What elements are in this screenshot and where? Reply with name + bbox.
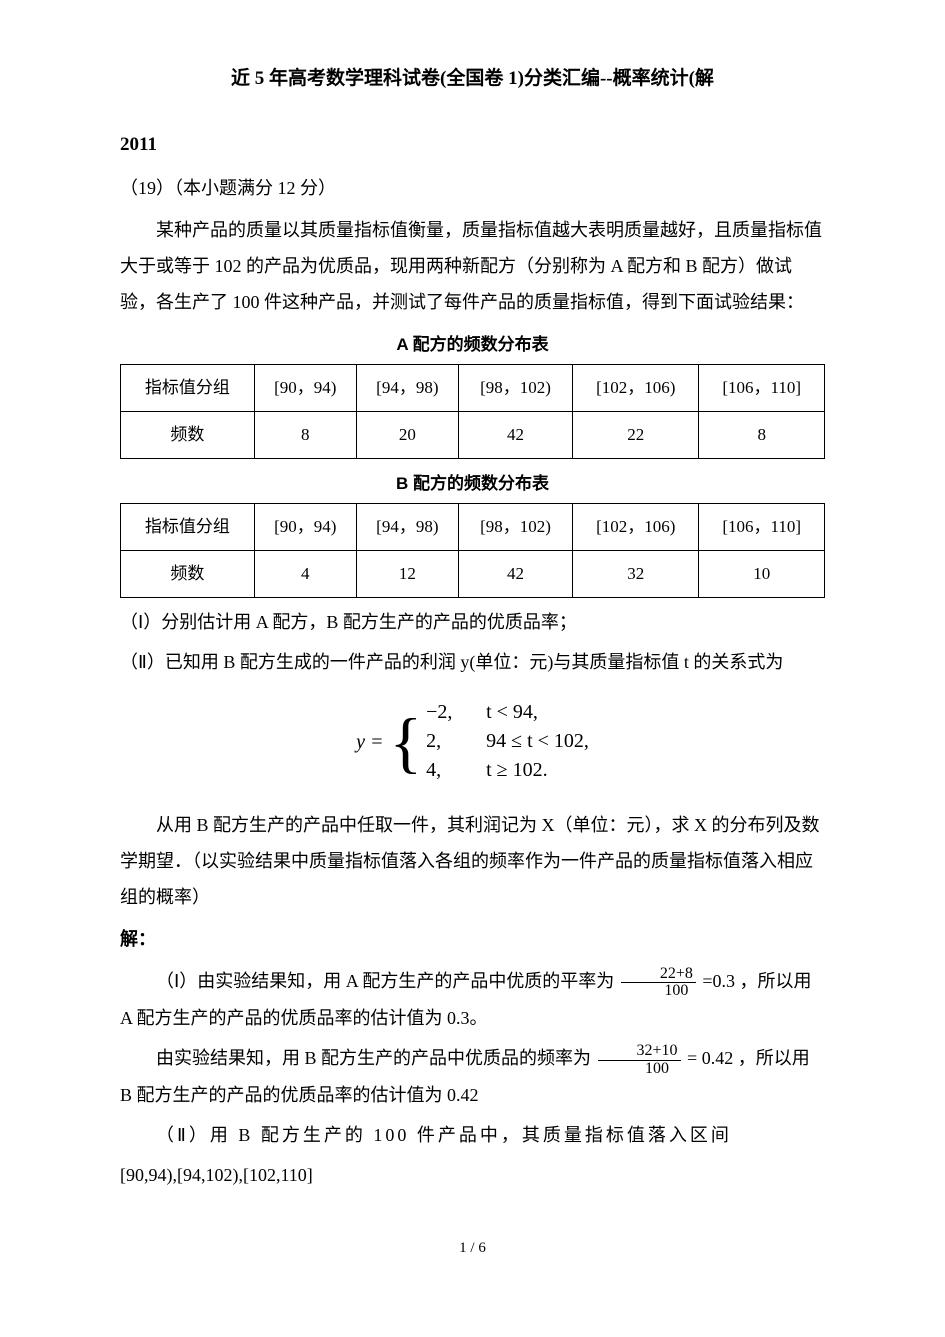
solution-intervals: [90,94),[94,102),[102,110]: [120, 1157, 825, 1193]
cell: [102，106): [573, 504, 699, 551]
formula-lhs: y =: [356, 722, 383, 762]
table-a-caption: A 配方的频数分布表: [120, 328, 825, 362]
cell-rowlabel: 频数: [121, 412, 255, 459]
fraction-2: 32+10 100: [598, 1043, 681, 1078]
frac-den: 100: [598, 1061, 681, 1078]
cell: 32: [573, 551, 699, 598]
piecewise-formula: y = { −2,t < 94, 2,94 ≤ t < 102, 4,t ≥ 1…: [120, 698, 825, 785]
brace-icon: {: [389, 710, 422, 774]
solution-line-3: （Ⅱ）用 B 配方生产的 100 件产品中，其质量指标值落入区间: [120, 1117, 825, 1153]
fraction-1: 22+8 100: [621, 966, 696, 1001]
cell: [106，110]: [699, 504, 825, 551]
cell: 10: [699, 551, 825, 598]
case-val: 4,: [426, 756, 486, 785]
question-part-2a: （Ⅱ）已知用 B 配方生成的一件产品的利润 y(单位：元)与其质量指标值 t 的…: [120, 644, 825, 680]
cell: [94，98): [356, 504, 458, 551]
year-heading: 2011: [120, 126, 825, 164]
question-part-1: （Ⅰ）分别估计用 A 配方，B 配方生产的产品的优质品率；: [120, 604, 825, 640]
table-row: 频数 4 12 42 32 10: [121, 551, 825, 598]
cell-header: 指标值分组: [121, 504, 255, 551]
case-cond: t ≥ 102.: [486, 756, 548, 785]
cell: 42: [458, 551, 572, 598]
case-val: 2,: [426, 727, 486, 756]
cell: 42: [458, 412, 572, 459]
frac-num: 22+8: [621, 966, 696, 984]
solution-heading: 解：: [120, 921, 825, 957]
solution-line-2: 由实验结果知，用 B 配方生产的产品中优质品的频率为 32+10 100 = 0…: [120, 1040, 825, 1113]
cell: [98，102): [458, 365, 572, 412]
cell: 12: [356, 551, 458, 598]
question-part-2b: 从用 B 配方生产的产品中任取一件，其利润记为 X（单位：元），求 X 的分布列…: [120, 807, 825, 915]
cell: 8: [254, 412, 356, 459]
sol1-pre: （Ⅰ）由实验结果知，用 A 配方生产的产品中优质的平率为: [156, 971, 614, 991]
sol2-pre: 由实验结果知，用 B 配方生产的产品中优质品的频率为: [156, 1048, 591, 1068]
table-b-caption: B 配方的频数分布表: [120, 467, 825, 501]
page-title: 近 5 年高考数学理科试卷(全国卷 1)分类汇编--概率统计(解: [120, 60, 825, 98]
question-number: （19）（本小题满分 12 分）: [120, 170, 825, 206]
table-row: 指标值分组 [90，94) [94，98) [98，102) [102，106)…: [121, 365, 825, 412]
cell: 22: [573, 412, 699, 459]
case-cond: 94 ≤ t < 102,: [486, 727, 589, 756]
frac-den: 100: [621, 983, 696, 1000]
cell: [90，94): [254, 504, 356, 551]
page-number: 1 / 6: [120, 1233, 825, 1263]
case-val: −2,: [426, 698, 486, 727]
cell: [98，102): [458, 504, 572, 551]
table-row: 指标值分组 [90，94) [94，98) [98，102) [102，106)…: [121, 504, 825, 551]
table-row: 频数 8 20 42 22 8: [121, 412, 825, 459]
cell: [94，98): [356, 365, 458, 412]
solution-line-1: （Ⅰ）由实验结果知，用 A 配方生产的产品中优质的平率为 22+8 100 =0…: [120, 963, 825, 1036]
cell: 20: [356, 412, 458, 459]
cell: [106，110]: [699, 365, 825, 412]
cell: 4: [254, 551, 356, 598]
cell: 8: [699, 412, 825, 459]
cell-rowlabel: 频数: [121, 551, 255, 598]
cell: [90，94): [254, 365, 356, 412]
case-cond: t < 94,: [486, 698, 538, 727]
frac-num: 32+10: [598, 1043, 681, 1061]
problem-statement: 某种产品的质量以其质量指标值衡量，质量指标值越大表明质量越好，且质量指标值大于或…: [120, 212, 825, 320]
table-b: 指标值分组 [90，94) [94，98) [98，102) [102，106)…: [120, 503, 825, 598]
cell-header: 指标值分组: [121, 365, 255, 412]
cell: [102，106): [573, 365, 699, 412]
table-a: 指标值分组 [90，94) [94，98) [98，102) [102，106)…: [120, 364, 825, 459]
